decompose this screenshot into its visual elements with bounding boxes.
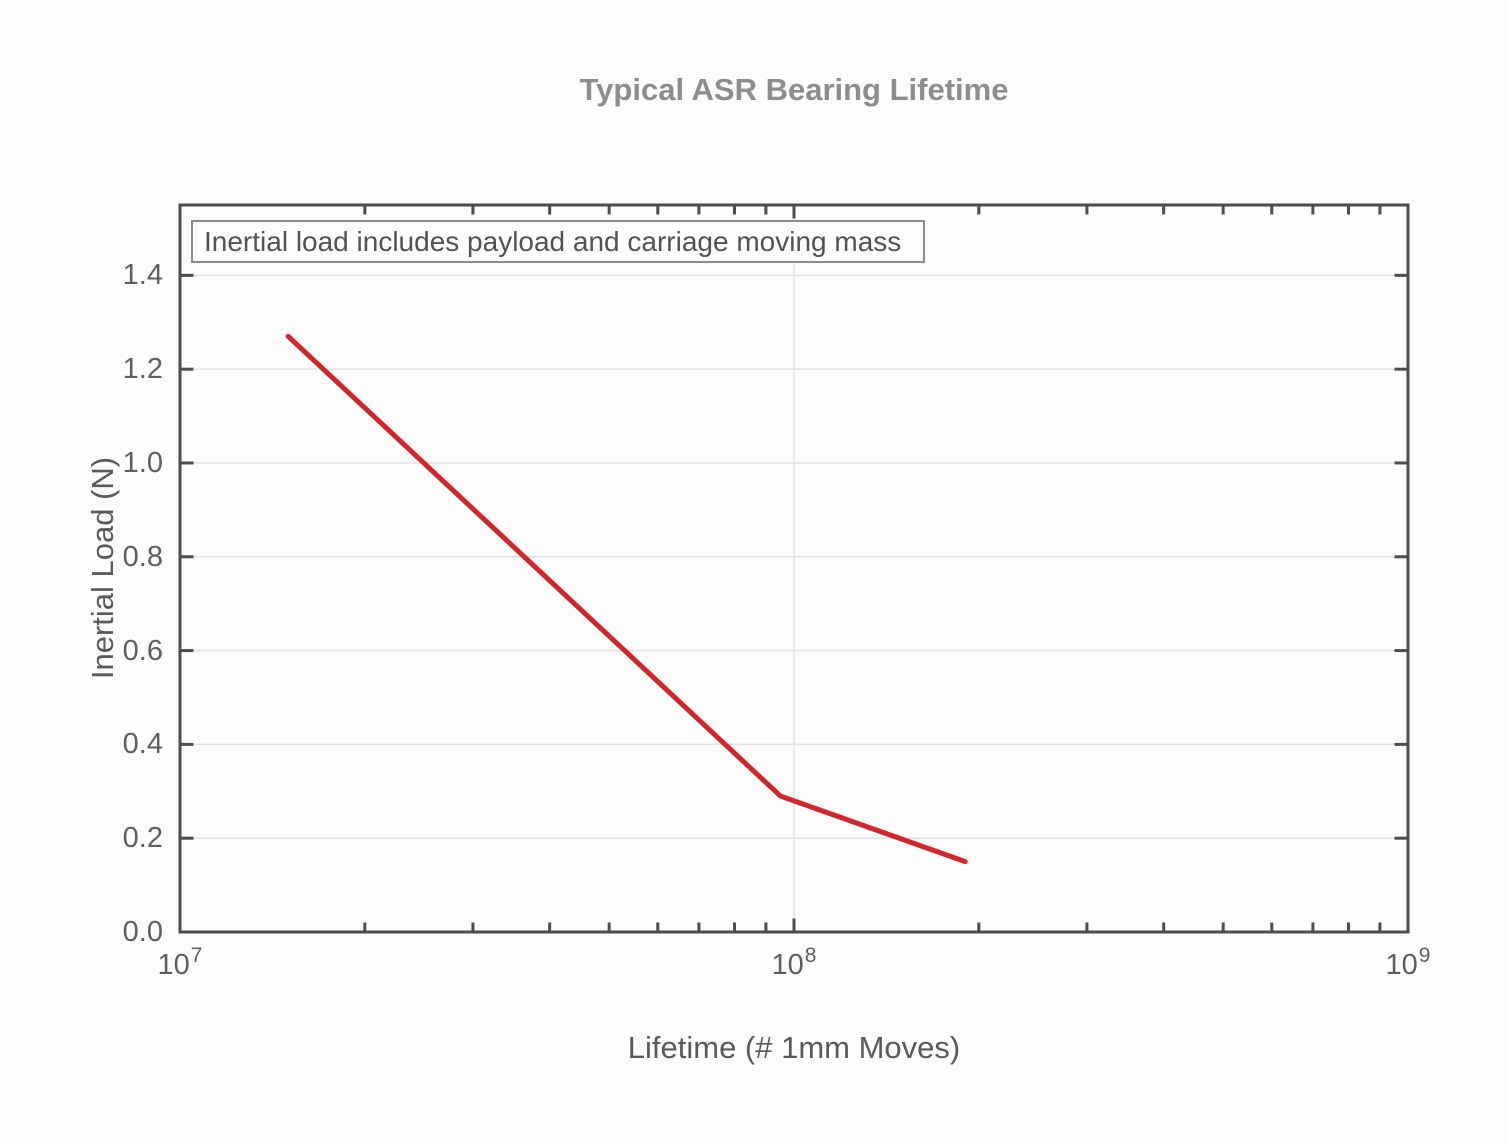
y-tick-label: 0.4 (122, 728, 163, 761)
x-tick-base: 10 (1385, 949, 1418, 981)
data-line (285, 333, 968, 865)
y-tick-label: 0.6 (122, 634, 163, 667)
x-tick-label: 108 (734, 944, 854, 985)
x-tick-exponent: 8 (804, 944, 817, 967)
y-tick-label: 0.2 (122, 822, 163, 855)
chart-title: Typical ASR Bearing Lifetime (579, 72, 1009, 107)
annotation-box: Inertial load includes payload and carri… (191, 220, 925, 263)
y-tick-label: 1.2 (122, 353, 163, 386)
x-tick-label: 107 (120, 944, 240, 985)
y-tick-label: 0.0 (122, 916, 163, 948)
y-tick-label: 1.0 (122, 446, 163, 479)
y-tick-label: 0.8 (122, 540, 163, 573)
annotation-text: Inertial load includes payload and carri… (204, 226, 902, 257)
axis-frame (178, 203, 1410, 934)
y-axis-title: Inertial Load (N) (85, 456, 120, 680)
x-axis-title: Lifetime (# 1mm Moves) (627, 1030, 961, 1065)
x-tick-base: 10 (771, 949, 804, 981)
x-tick-exponent: 7 (190, 944, 203, 967)
x-tick-base: 10 (157, 949, 190, 981)
x-tick-exponent: 9 (1418, 944, 1431, 967)
y-tick-label: 1.4 (122, 259, 163, 292)
x-tick-label: 109 (1348, 944, 1468, 985)
